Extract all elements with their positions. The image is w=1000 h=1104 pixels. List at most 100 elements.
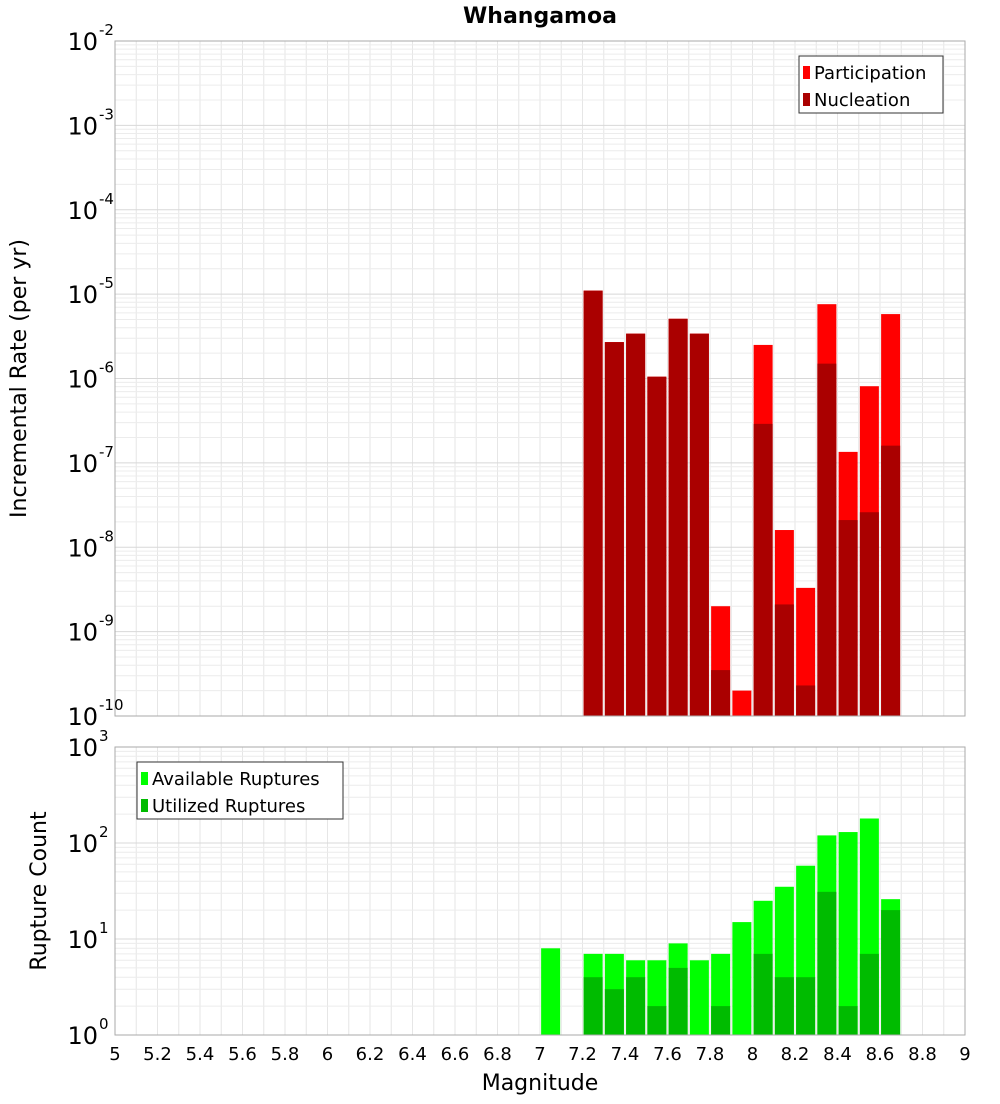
x-tick-label: 7.8 [696, 1044, 725, 1065]
bar-utilized-ruptures [626, 977, 646, 1035]
x-tick-label: 5.2 [143, 1044, 172, 1065]
bar-utilized-ruptures [753, 953, 773, 1035]
legend: Available Ruptures Utilized Ruptures [136, 761, 344, 820]
legend-label: Participation [814, 63, 926, 84]
y-tick-label: 10 [67, 197, 98, 225]
y-tick-label: 10 [67, 112, 98, 140]
bar-utilized-ruptures [881, 910, 901, 1035]
x-tick-label: 7.4 [611, 1044, 640, 1065]
y-tick-label: 10 [67, 926, 98, 954]
x-tick-label: 7.2 [568, 1044, 597, 1065]
y-tick-exponent: -7 [99, 443, 114, 461]
bar-nucleation [583, 290, 603, 716]
plot-frame [114, 40, 966, 717]
bar-utilized-ruptures [817, 891, 837, 1035]
legend-label: Available Ruptures [152, 769, 320, 790]
y-tick-label: 10 [67, 619, 98, 647]
bar-utilized-ruptures [668, 967, 688, 1035]
x-tick-label: 8.2 [781, 1044, 810, 1065]
y-tick-label: 10 [67, 1022, 98, 1050]
bar-utilized-ruptures [859, 953, 879, 1035]
bar-nucleation [626, 333, 646, 716]
bar-nucleation [753, 423, 773, 716]
y-tick-label: 10 [67, 534, 98, 562]
x-tick-label: 6.2 [356, 1044, 385, 1065]
x-tick-label: 5.6 [228, 1044, 257, 1065]
y-tick-exponent: 2 [99, 823, 109, 841]
bar-utilized-ruptures [711, 1006, 731, 1035]
x-tick-label: 8 [747, 1044, 758, 1065]
bar-utilized-ruptures [583, 977, 603, 1035]
y-tick-exponent: -9 [99, 612, 114, 630]
y-tick-label: 10 [67, 281, 98, 309]
x-tick-label: 6.6 [441, 1044, 470, 1065]
bar-nucleation [668, 318, 688, 716]
legend-box [798, 55, 944, 114]
bar-utilized-ruptures [774, 977, 794, 1035]
plot-frame [114, 746, 966, 1036]
y-tick-exponent: -2 [99, 21, 114, 39]
bar-nucleation [859, 512, 879, 716]
legend-box [136, 761, 344, 820]
x-tick-label: 5 [109, 1044, 120, 1065]
y-tick-label: 10 [67, 734, 98, 762]
y-axis-label: Rupture Count [27, 811, 52, 971]
x-axis-label: Magnitude [482, 1071, 599, 1096]
bar-available-ruptures [541, 948, 561, 1035]
x-tick-label: 8.8 [908, 1044, 937, 1065]
bar-available-ruptures [732, 922, 752, 1035]
x-tick-label: 8.6 [866, 1044, 895, 1065]
legend-swatch [803, 93, 810, 106]
bar-nucleation [689, 333, 709, 716]
x-tick-label: 6.4 [398, 1044, 427, 1065]
legend-label: Nucleation [814, 90, 910, 111]
y-tick-exponent: -10 [99, 696, 124, 714]
bar-available-ruptures [838, 832, 858, 1035]
bar-nucleation [881, 445, 901, 716]
legend: Participation Nucleation [798, 55, 944, 114]
bar-available-ruptures [689, 960, 709, 1035]
bar-nucleation [774, 604, 794, 716]
chart-title: Whangamoa [463, 4, 617, 29]
x-tick-label: 9 [959, 1044, 970, 1065]
x-tick-label: 8.4 [823, 1044, 852, 1065]
y-tick-exponent: 0 [99, 1015, 109, 1033]
y-tick-exponent: -6 [99, 359, 114, 377]
y-tick-label: 10 [67, 450, 98, 478]
x-tick-label: 5.4 [186, 1044, 215, 1065]
bar-nucleation [838, 520, 858, 716]
y-tick-exponent: 1 [99, 919, 109, 937]
bar-nucleation [817, 363, 837, 716]
bar-utilized-ruptures [647, 1006, 667, 1035]
x-tick-label: 7 [534, 1044, 545, 1065]
y-tick-label: 10 [67, 703, 98, 731]
legend-swatch [803, 66, 810, 79]
bar-utilized-ruptures [604, 989, 624, 1035]
legend-swatch [141, 799, 148, 812]
bar-utilized-ruptures [796, 977, 816, 1035]
y-tick-exponent: -5 [99, 274, 114, 292]
y-tick-label: 10 [67, 28, 98, 56]
bar-nucleation [647, 376, 667, 716]
y-tick-label: 10 [67, 830, 98, 858]
legend-swatch [141, 772, 148, 785]
y-tick-label: 10 [67, 366, 98, 394]
legend-label: Utilized Ruptures [152, 796, 305, 817]
y-tick-exponent: -3 [99, 105, 114, 123]
x-tick-label: 5.8 [271, 1044, 300, 1065]
y-tick-exponent: -8 [99, 527, 114, 545]
bar-nucleation [796, 685, 816, 716]
bar-participation [796, 587, 816, 716]
bar-nucleation [711, 670, 731, 716]
bar-participation [732, 690, 752, 716]
x-tick-label: 6.8 [483, 1044, 512, 1065]
y-tick-exponent: -4 [99, 190, 114, 208]
bar-nucleation [604, 342, 624, 716]
bar-utilized-ruptures [838, 1006, 858, 1035]
y-axis-label: Incremental Rate (per yr) [7, 239, 32, 518]
y-tick-exponent: 3 [99, 727, 109, 745]
